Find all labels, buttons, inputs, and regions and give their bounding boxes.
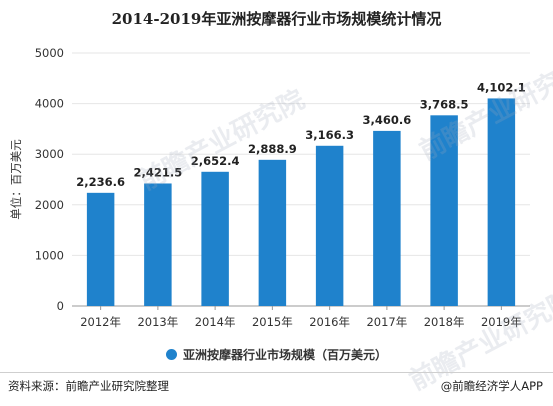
x-tick-label: 2012年	[80, 315, 121, 329]
y-axis-label: 单位：百万美元	[9, 139, 23, 220]
data-label: 2,888.9	[248, 142, 297, 156]
bar	[144, 183, 172, 306]
bar	[258, 159, 287, 306]
bar	[487, 98, 516, 306]
legend-swatch	[165, 349, 177, 360]
bar	[201, 171, 229, 306]
bar	[315, 145, 344, 306]
x-tick-label: 2016年	[309, 315, 350, 329]
data-label: 2,652.4	[191, 154, 240, 168]
data-label: 3,768.5	[420, 97, 469, 111]
bar	[373, 130, 401, 306]
x-tick-label: 2017年	[366, 315, 407, 329]
x-tick-label: 2013年	[137, 315, 178, 329]
y-tick-label: 4000	[35, 97, 64, 111]
data-label: 3,460.6	[363, 113, 412, 127]
x-tick-label: 2019年	[481, 315, 522, 329]
chart-legend: 亚洲按摩器行业市场规模（百万美元）	[0, 346, 553, 363]
source-text: 资料来源：前瞻产业研究院整理	[8, 379, 169, 393]
bar	[86, 192, 115, 306]
bar-chart: 0 1000 2000 3000 4000 5000 单位：百万美元 2012年 2,236.6…	[9, 46, 530, 329]
y-tick-label: 0	[57, 299, 64, 313]
y-tick-label: 5000	[35, 46, 64, 60]
x-tick-label: 2018年	[424, 315, 465, 329]
chart-title: 2014-2019年亚洲按摩器行业市场规模统计情况	[111, 10, 442, 28]
y-tick-label: 3000	[35, 147, 64, 161]
data-label: 2,236.6	[76, 175, 125, 189]
bar	[430, 115, 458, 306]
x-tick-label: 2015年	[252, 315, 293, 329]
y-tick-label: 1000	[35, 248, 64, 262]
data-label: 2,421.5	[134, 165, 183, 179]
footer-divider	[0, 372, 553, 373]
x-tick-label: 2014年	[195, 315, 236, 329]
credit-text: @前瞻经济学人APP	[440, 379, 543, 393]
legend-label: 亚洲按摩器行业市场规模（百万美元）	[182, 348, 387, 362]
y-tick-label: 2000	[35, 198, 64, 212]
data-label: 4,102.1	[477, 80, 526, 94]
data-label: 3,166.3	[305, 128, 354, 142]
